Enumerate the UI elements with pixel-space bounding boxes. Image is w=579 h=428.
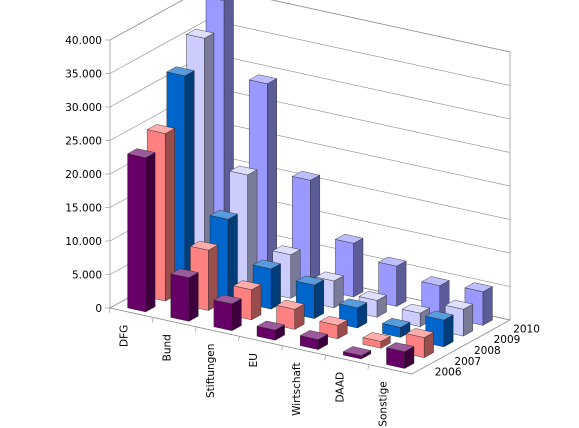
y-tick-label: 15.000 xyxy=(65,203,102,215)
bar-2008-stiftungen xyxy=(252,259,282,310)
bar-2006-sonstige xyxy=(385,342,415,369)
series-label: 2007 xyxy=(454,356,481,368)
series-label: 2008 xyxy=(474,345,501,357)
x-tick-mark xyxy=(324,355,327,361)
x-tick-label: Sonstige xyxy=(377,381,389,426)
y-axis-ticks: 0 5.000 10.000 15.000 20.000 25.000 30.000 35.0… xyxy=(65,35,102,315)
bar-2006-bund xyxy=(170,268,199,322)
y-tick-label: 25.000 xyxy=(65,136,102,148)
x-tick-mark xyxy=(238,336,240,342)
x-tick-label: EU xyxy=(248,353,260,367)
x-tick-mark xyxy=(367,364,370,370)
x-tick-mark xyxy=(108,307,111,314)
gridline xyxy=(109,0,511,53)
x-tick-label: DFG xyxy=(119,325,131,347)
x-tick-label: Bund xyxy=(162,334,174,361)
x-tick-label: Stiftungen xyxy=(205,344,217,398)
y-tick-label: 10.000 xyxy=(65,236,102,248)
y-tick-label: 30.000 xyxy=(65,102,102,114)
series-label: 2006 xyxy=(435,367,462,379)
y-tick-label: 40.000 xyxy=(65,35,102,47)
x-axis-ticks: DFG Bund Stiftungen EU Wirtschaft DAAD Sonstig… xyxy=(108,307,389,427)
y-tick-label: 35.000 xyxy=(65,69,102,81)
x-tick-label: DAAD xyxy=(334,372,346,403)
y-tick-label: 0 xyxy=(95,303,102,315)
bar-2006-eu xyxy=(256,320,286,341)
bar-2010-bund xyxy=(248,74,278,279)
bar-2007-eu xyxy=(276,299,305,330)
bar-2010-eu xyxy=(334,233,364,298)
x-tick-label: Wirtschaft xyxy=(291,362,303,415)
bar-2007-daad xyxy=(362,332,391,349)
y-tick-label: 5.000 xyxy=(72,270,102,282)
bar-2006-dfg xyxy=(127,148,156,313)
bar-2006-daad xyxy=(342,346,372,360)
bar-2007-sonstige xyxy=(405,328,435,359)
bar-2006-wirtschaft xyxy=(299,330,329,350)
z-axis-line xyxy=(411,319,511,375)
bar-2006-stiftungen xyxy=(213,294,242,332)
bars xyxy=(127,0,493,369)
y-tick-label: 20.000 xyxy=(65,169,102,181)
x-axis-line xyxy=(109,307,413,375)
series-label: 2009 xyxy=(494,334,521,346)
x-tick-mark xyxy=(281,345,283,351)
x-tick-mark xyxy=(151,317,154,323)
x-tick-mark xyxy=(194,326,197,332)
series-label: 2010 xyxy=(513,323,540,335)
bar-2008-daad xyxy=(381,317,411,338)
